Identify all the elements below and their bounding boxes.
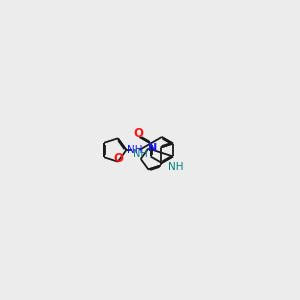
Text: NH: NH: [134, 149, 148, 159]
Text: NH: NH: [127, 145, 142, 155]
Text: NH: NH: [168, 162, 184, 172]
Text: O: O: [133, 127, 143, 140]
Text: N: N: [148, 143, 158, 154]
Text: O: O: [113, 152, 123, 165]
